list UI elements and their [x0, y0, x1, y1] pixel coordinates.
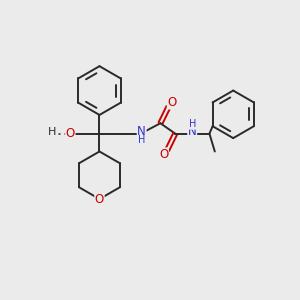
Text: O: O	[159, 148, 168, 161]
Text: N: N	[188, 125, 197, 138]
Text: N: N	[137, 125, 146, 138]
Text: O: O	[95, 193, 104, 206]
Text: H: H	[48, 127, 57, 137]
Text: O: O	[167, 96, 177, 109]
Text: H: H	[188, 119, 196, 129]
Text: O: O	[66, 127, 75, 140]
Text: H: H	[138, 136, 146, 146]
